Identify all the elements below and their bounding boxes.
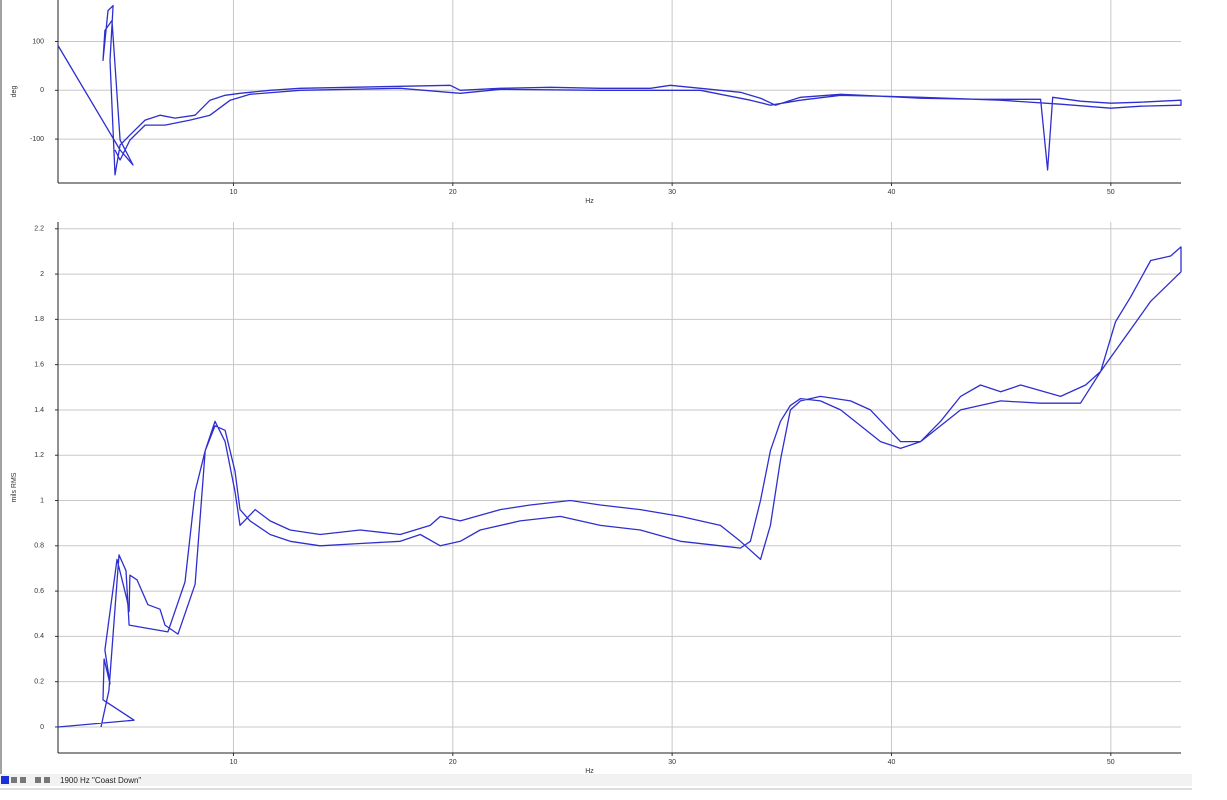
status-glyph	[20, 777, 26, 783]
y-tick-label: 100	[32, 38, 44, 45]
x-tick-label: 50	[1107, 759, 1115, 766]
y-tick-label: 0.8	[34, 543, 44, 550]
x-tick-label: 50	[1107, 189, 1115, 196]
y-tick-label: 1.6	[34, 362, 44, 369]
y-tick-label: 1.2	[34, 452, 44, 459]
x-tick-label: 40	[888, 189, 896, 196]
y-tick-label: 1.4	[34, 407, 44, 414]
data-line	[57, 246, 1182, 728]
x-tick-label: 30	[668, 759, 676, 766]
status-glyph	[11, 777, 17, 783]
x-tick-label: 20	[449, 189, 457, 196]
x-tick-label: 40	[888, 759, 896, 766]
y-tick-label: 1.8	[34, 316, 44, 323]
y-tick-label: 2	[40, 271, 44, 278]
x-tick-label: 20	[449, 759, 457, 766]
status-icon	[1, 776, 9, 784]
x-tick-label: 10	[230, 189, 238, 196]
y-tick-label: 0	[40, 724, 44, 731]
y-axis-label: deg	[11, 86, 18, 98]
y-tick-label: 0	[40, 87, 44, 94]
y-tick-label: 0.6	[34, 588, 44, 595]
y-tick-label: 0.2	[34, 679, 44, 686]
y-tick-label: 1	[40, 497, 44, 504]
status-text: 1900 Hz "Coast Down"	[60, 776, 141, 785]
x-tick-label: 10	[230, 759, 238, 766]
y-tick-label: 2.2	[34, 226, 44, 233]
y-tick-label: -100	[30, 136, 44, 143]
x-axis-label: Hz	[585, 198, 594, 205]
status-glyph	[44, 777, 50, 783]
data-line	[57, 4, 1182, 176]
status-bar	[0, 774, 1192, 786]
y-axis-label: mils RMS	[11, 472, 18, 502]
status-glyph	[35, 777, 41, 783]
x-axis-label: Hz	[585, 768, 594, 775]
x-tick-label: 30	[668, 189, 676, 196]
y-tick-label: 0.4	[34, 633, 44, 640]
